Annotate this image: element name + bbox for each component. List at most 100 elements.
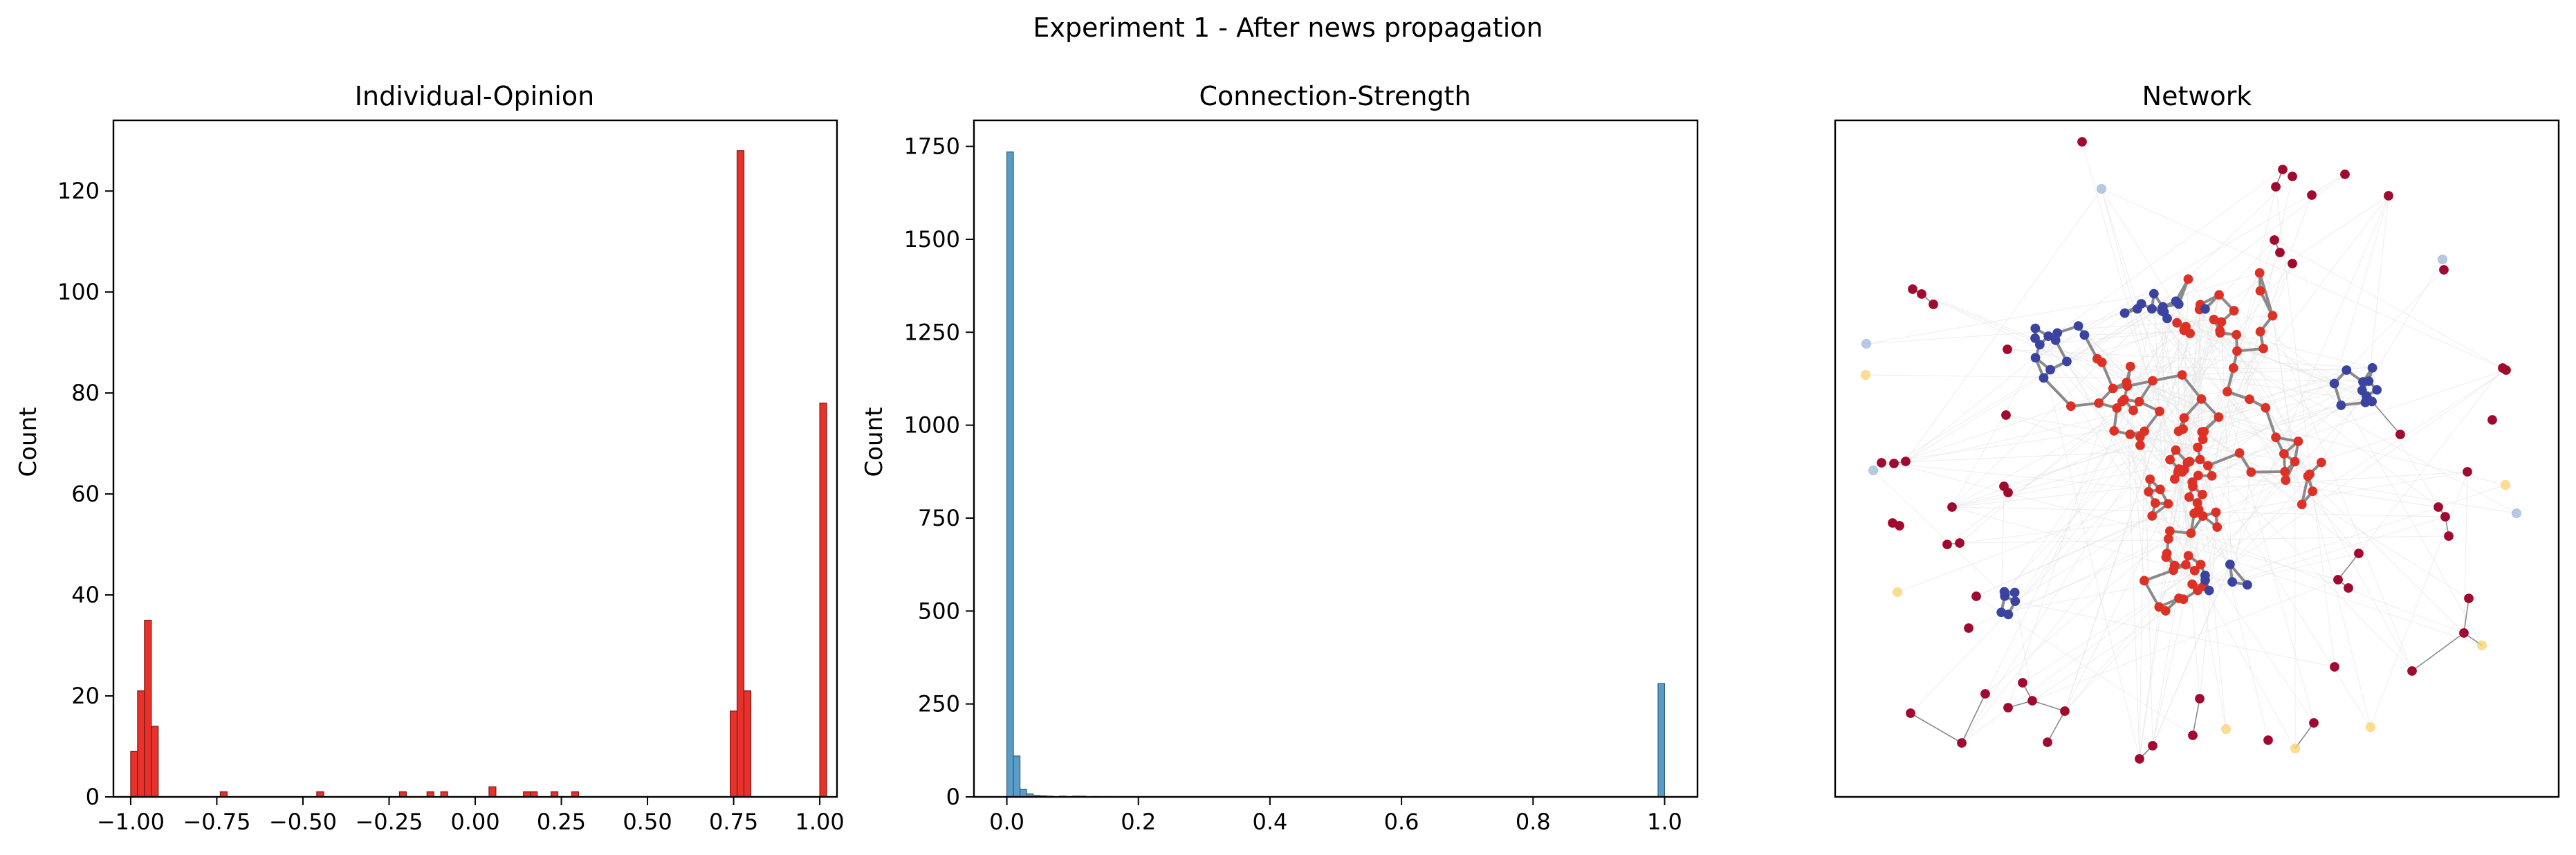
network-node-14	[2202, 461, 2213, 470]
network-faint-edge-182	[2101, 188, 2507, 371]
network-faint-edge-36	[2202, 471, 2468, 517]
network-faint-edge-222	[1976, 515, 2153, 597]
network-node-229	[1861, 339, 1871, 349]
network-faint-edge-227	[2137, 309, 2465, 634]
network-node-187	[1955, 538, 1965, 548]
network-faint-edge-224	[2126, 382, 2140, 760]
network-faint-edge-161	[2007, 349, 2373, 369]
network-node-171	[2288, 259, 2297, 268]
network-node-128	[2200, 304, 2210, 314]
network-node-120	[2073, 321, 2083, 331]
network-node-189	[1964, 623, 1974, 633]
network-faint-edge-72	[2182, 367, 2373, 376]
network-node-219	[2354, 549, 2364, 558]
strength-bar-2	[1019, 789, 1027, 798]
network-node-203	[2263, 735, 2273, 745]
network-node-27	[2165, 454, 2175, 465]
opinion-bar-15	[736, 150, 745, 798]
network-node-224	[2221, 724, 2231, 734]
network-node-231	[2512, 508, 2521, 518]
network-faint-edge-127	[2164, 174, 2346, 313]
opinion-histogram: Individual-Opinion Count −1.00 −0.75 −0.50…	[15, 81, 845, 835]
strength-histogram: Connection-Strength Count 0.0 0.2 0.4 0.6 0.…	[861, 81, 1699, 835]
network-faint-edge-100	[2035, 174, 2346, 358]
network-node-97	[2163, 534, 2173, 544]
strength-title: Connection-Strength	[1199, 81, 1471, 111]
network-node-185	[2003, 488, 2013, 497]
network-edge-342	[2032, 700, 2066, 712]
network-faint-edge-197	[2001, 575, 2205, 613]
strength-bar-12	[1657, 683, 1666, 798]
opinion-ytick-label-4: 80	[71, 380, 100, 406]
network-faint-edge-70	[2197, 553, 2359, 591]
network-faint-edge-252	[2078, 272, 2260, 327]
opinion-xtick-label-4: 0.00	[450, 809, 499, 835]
network-node-35	[2125, 429, 2135, 439]
network-node-61	[2255, 327, 2265, 337]
network-edge-229	[2300, 475, 2310, 505]
network-node-71	[2183, 274, 2193, 284]
opinion-ytick-label-5: 100	[57, 279, 100, 305]
strength-xtick-label-5: 1.0	[1647, 809, 1682, 835]
network-node-201	[2195, 694, 2205, 704]
opinion-bar-14	[729, 710, 738, 798]
network-edge-347	[2411, 632, 2465, 672]
network-faint-edge-133	[2064, 304, 2201, 712]
network-faint-edge-228	[2153, 293, 2439, 508]
network-node-211	[2434, 502, 2443, 512]
network-node-156	[2010, 596, 2021, 607]
opinion-ytick-label-6: 120	[57, 178, 100, 204]
network-faint-edge-95	[1873, 410, 2134, 471]
network-node-30	[2211, 507, 2221, 517]
network-faint-edge-231	[2151, 309, 2201, 460]
network-node-168	[2340, 169, 2350, 179]
network-node-161	[2200, 570, 2210, 580]
network-node-42	[2140, 426, 2150, 436]
network-node-12	[2271, 432, 2281, 443]
opinion-title: Individual-Opinion	[355, 81, 594, 111]
network-edge-188	[2143, 580, 2161, 608]
network-node-209	[2444, 531, 2454, 541]
network-node-110	[2280, 467, 2290, 477]
network-faint-edge-180	[2081, 141, 2206, 580]
network-faint-edge-69	[1959, 535, 2449, 544]
network-node-150	[2342, 365, 2352, 375]
network-node-108	[2281, 475, 2291, 486]
network-node-165	[2288, 172, 2297, 181]
network-faint-edge-30	[2004, 445, 2141, 592]
network-node-129	[2149, 288, 2159, 299]
network-node-199	[2148, 741, 2158, 751]
network-faint-edge-216	[2334, 269, 2445, 384]
network-faint-edge-38	[2101, 362, 2183, 472]
network-node-176	[2439, 265, 2449, 275]
network-node-93	[2174, 594, 2184, 603]
network-node-188	[1942, 540, 1952, 549]
network-faint-edge-190	[2337, 367, 2503, 580]
network-node-60	[2232, 346, 2242, 356]
network-node-47	[2197, 489, 2207, 499]
network-node-137	[2119, 308, 2130, 318]
network-node-113	[2308, 486, 2318, 497]
strength-bars	[1006, 151, 1666, 798]
network-node-45	[2234, 448, 2245, 458]
network-edge-69	[2181, 374, 2203, 401]
network-faint-edge-247	[2174, 295, 2220, 479]
network-faint-edge-149	[2200, 304, 2315, 724]
network-edge-352	[2371, 401, 2401, 435]
network-node-177	[2003, 344, 2012, 354]
network-node-198	[2043, 737, 2052, 747]
network-title: Network	[2142, 81, 2252, 111]
network-faint-edge-155	[1881, 407, 2266, 463]
network-node-146	[2358, 377, 2368, 387]
network-node-16	[2163, 499, 2173, 509]
network-faint-edge-116	[2066, 361, 2198, 591]
opinion-xtick-label-6: 0.50	[623, 809, 672, 835]
network-node-67	[2214, 290, 2224, 300]
network-edge-5	[2264, 407, 2277, 438]
network-faint-edge-219	[2463, 471, 2468, 634]
network-faint-edge-147	[2140, 383, 2335, 438]
network-faint-edge-87	[2032, 585, 2204, 701]
network-plot: Network	[1834, 81, 2560, 798]
opinion-xtick-label-0: −1.00	[97, 809, 165, 835]
network-faint-edge-238	[2236, 351, 2413, 672]
